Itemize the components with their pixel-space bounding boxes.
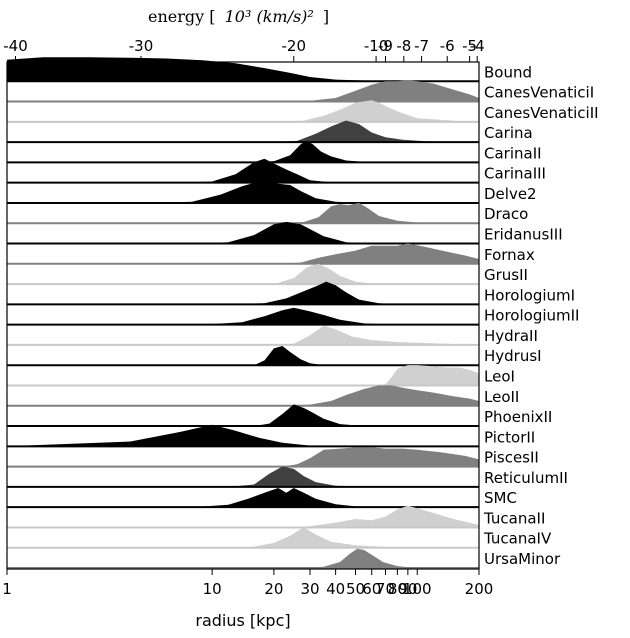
x-tick-label-30: 30 bbox=[300, 580, 319, 598]
ridge-HorologiumI bbox=[228, 281, 398, 305]
row-label-Delve2: Delve2 bbox=[484, 185, 537, 203]
ridge-TucanaIV bbox=[248, 527, 418, 548]
row-label-PictorII: PictorII bbox=[484, 428, 535, 446]
ridge-GrusII bbox=[273, 263, 379, 285]
x-tick-label-50: 50 bbox=[346, 580, 365, 598]
ridge-HydrusI bbox=[254, 346, 324, 366]
x-tick-label-20: 20 bbox=[264, 580, 283, 598]
row-label-ReticulumII: ReticulumII bbox=[484, 469, 568, 487]
row-label-SMC: SMC bbox=[484, 489, 517, 507]
row-label-Fornax: Fornax bbox=[484, 246, 535, 264]
top-tick-label--40: -40 bbox=[3, 37, 28, 55]
ridge-HydraII bbox=[264, 325, 479, 345]
ridge-EridanusIII bbox=[192, 221, 372, 244]
x-tick-label-40: 40 bbox=[326, 580, 345, 598]
row-label-GrusII: GrusII bbox=[484, 266, 528, 284]
row-label-EridanusIII: EridanusIII bbox=[484, 226, 563, 244]
top-tick-label--8: -8 bbox=[396, 37, 411, 55]
ridge-CanesVenaticiI bbox=[273, 80, 479, 102]
top-axis-title-math: 10³ (km/s)² bbox=[225, 7, 314, 26]
x-tick-label-10: 10 bbox=[203, 580, 222, 598]
top-tick-label--9: -9 bbox=[378, 37, 393, 55]
ridge-Carina bbox=[273, 120, 454, 143]
row-label-HydraII: HydraII bbox=[484, 327, 538, 345]
ridge-CarinaII bbox=[248, 140, 372, 163]
x-tick-label-70: 70 bbox=[376, 580, 395, 598]
row-labels: Bound CanesVenaticiI CanesVenaticiII Carina… bbox=[483, 63, 599, 568]
row-label-TucanaII: TucanaII bbox=[483, 509, 545, 527]
ridge-LeoI bbox=[371, 365, 479, 386]
x-tick-label-60: 60 bbox=[362, 580, 381, 598]
ridge-TucanaII bbox=[282, 505, 479, 528]
top-axis-title-text: energy [ bbox=[148, 7, 216, 26]
top-tick-label--7: -7 bbox=[414, 37, 429, 55]
ridge-HorologiumII bbox=[202, 307, 386, 325]
row-label-Draco: Draco bbox=[484, 205, 528, 223]
row-label-TucanaIV: TucanaIV bbox=[483, 530, 552, 548]
top-axis: -40 -30 -20 -10-9 -8 -7 -6 -5-4 bbox=[3, 37, 485, 62]
ridge-Draco bbox=[273, 202, 426, 224]
ridge-CarinaIII bbox=[180, 158, 336, 183]
row-label-CarinaIII: CarinaIII bbox=[484, 165, 546, 183]
row-label-UrsaMinor: UrsaMinor bbox=[484, 550, 561, 568]
row-label-LeoII: LeoII bbox=[484, 388, 519, 406]
plot-frame bbox=[6, 61, 480, 570]
row-label-CanesVenaticiII: CanesVenaticiII bbox=[484, 104, 599, 122]
ridges bbox=[7, 57, 479, 569]
top-tick-label--20: -20 bbox=[282, 37, 307, 55]
row-label-PiscesII: PiscesII bbox=[484, 449, 539, 467]
x-tick-label-200: 200 bbox=[465, 580, 494, 598]
top-tick-label--5: -5 bbox=[462, 37, 477, 55]
ridge-PhoenixII bbox=[254, 404, 364, 426]
x-tick-label-1: 1 bbox=[2, 580, 12, 598]
svg-text:energy [ 10³ (km/s)²: energy [ 10³ (km/s)² ] bbox=[148, 7, 329, 26]
row-label-HorologiumII: HorologiumII bbox=[484, 307, 579, 325]
ridge-Bound bbox=[7, 57, 418, 82]
ridge-UrsaMinor bbox=[293, 548, 418, 568]
top-axis-title-close: ] bbox=[323, 7, 329, 26]
x-tick-label-90: 90 bbox=[398, 580, 417, 598]
ridge-Fornax bbox=[282, 243, 479, 264]
top-tick-label--30: -30 bbox=[129, 37, 154, 55]
row-label-PhoenixII: PhoenixII bbox=[484, 408, 552, 426]
row-label-HorologiumI: HorologiumI bbox=[484, 286, 575, 304]
ridge-PictorII bbox=[7, 424, 336, 447]
row-label-LeoI: LeoI bbox=[484, 367, 515, 385]
top-axis-title: energy [ 10³ (km/s)² ] bbox=[148, 7, 329, 26]
x-tick-label-100: 100 bbox=[403, 580, 432, 598]
row-label-CanesVenaticiI: CanesVenaticiI bbox=[484, 84, 594, 102]
ridge-LeoII bbox=[282, 385, 479, 406]
top-tick-label--10: -10 bbox=[364, 37, 389, 55]
row-label-HydrusI: HydrusI bbox=[484, 347, 542, 365]
ridge-SMC bbox=[192, 488, 364, 508]
top-tick-label--6: -6 bbox=[440, 37, 455, 55]
row-label-CarinaII: CarinaII bbox=[484, 144, 542, 162]
top-tick-label--4: -4 bbox=[470, 37, 485, 55]
ridge-CanesVenaticiII bbox=[273, 100, 479, 122]
ridge-PiscesII bbox=[282, 447, 479, 467]
x-tick-label-80: 80 bbox=[388, 580, 407, 598]
row-label-Bound: Bound bbox=[484, 63, 532, 81]
ridge-Delve2 bbox=[150, 181, 364, 203]
x-axis-label: radius [kpc] bbox=[195, 611, 290, 630]
ridge-ReticulumII bbox=[228, 466, 364, 487]
row-label-Carina: Carina bbox=[484, 124, 533, 142]
